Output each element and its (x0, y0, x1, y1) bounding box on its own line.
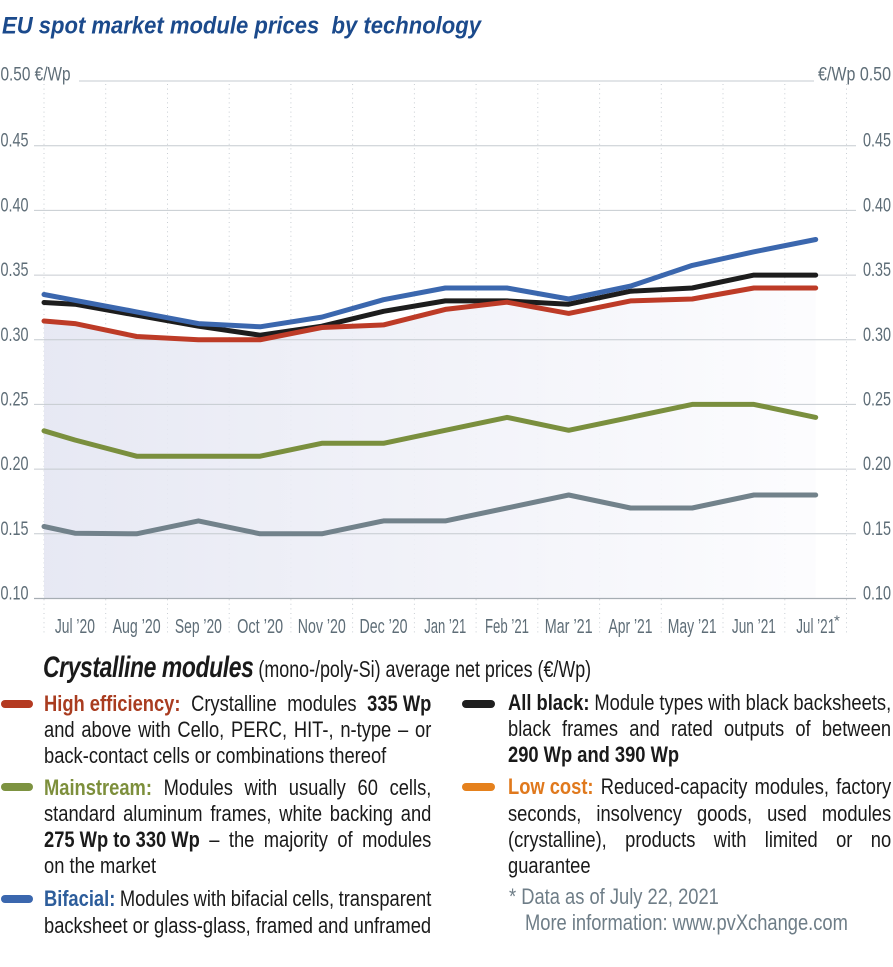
svg-text:EU spot market module prices: EU spot market module prices by technolo… (2, 13, 482, 40)
svg-text:Feb ’21: Feb ’21 (485, 616, 529, 638)
svg-text:€/Wp 0.50: €/Wp 0.50 (818, 65, 891, 86)
svg-text:0.35: 0.35 (863, 260, 891, 281)
svg-text:0.15: 0.15 (1, 519, 29, 540)
svg-text:0.50 €/Wp: 0.50 €/Wp (1, 65, 71, 86)
svg-text:Dec ’20: Dec ’20 (360, 616, 408, 638)
svg-text:0.45: 0.45 (863, 131, 891, 152)
svg-text:0.35: 0.35 (1, 260, 29, 281)
svg-text:0.30: 0.30 (1, 325, 29, 346)
svg-text:0.25: 0.25 (863, 389, 891, 410)
svg-text:0.10: 0.10 (863, 584, 891, 605)
svg-text:Aug ’20: Aug ’20 (113, 616, 161, 638)
svg-text:*: * (834, 613, 840, 630)
svg-text:0.20: 0.20 (863, 454, 891, 475)
svg-text:Oct ’20: Oct ’20 (237, 616, 283, 638)
svg-text:0.10: 0.10 (1, 584, 29, 605)
svg-text:0.20: 0.20 (1, 454, 29, 475)
svg-text:0.25: 0.25 (1, 389, 29, 410)
svg-text:Jul ’20: Jul ’20 (55, 616, 95, 638)
svg-text:Sep ’20: Sep ’20 (175, 616, 222, 638)
svg-text:May ’21: May ’21 (668, 616, 717, 638)
svg-text:0.40: 0.40 (863, 195, 891, 216)
svg-text:Jan ’21: Jan ’21 (424, 616, 466, 638)
svg-text:Apr ’21: Apr ’21 (609, 616, 653, 638)
svg-text:Jul ’21: Jul ’21 (796, 616, 835, 638)
svg-text:Nov ’20: Nov ’20 (298, 616, 346, 638)
svg-text:Mar ’21: Mar ’21 (545, 616, 593, 638)
svg-text:0.30: 0.30 (863, 325, 891, 346)
svg-text:0.40: 0.40 (1, 195, 29, 216)
svg-text:Jun ’21: Jun ’21 (732, 616, 776, 638)
svg-text:0.15: 0.15 (863, 519, 891, 540)
svg-text:0.45: 0.45 (1, 131, 29, 152)
